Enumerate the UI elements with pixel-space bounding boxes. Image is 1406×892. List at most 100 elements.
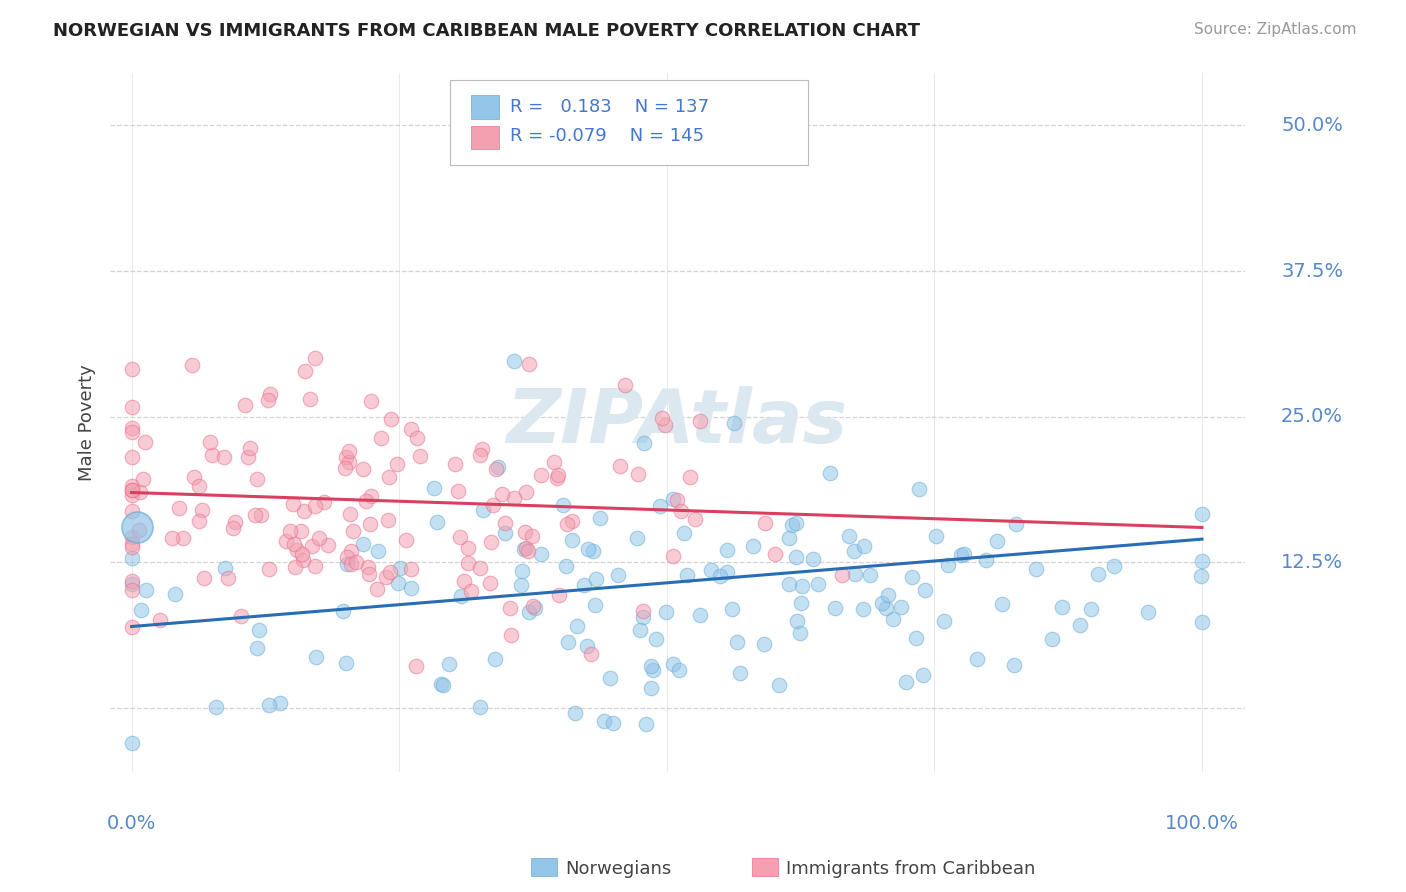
Point xyxy=(801,551,824,566)
Point xyxy=(121,540,143,554)
Point xyxy=(449,530,471,544)
Point xyxy=(986,534,1008,549)
Point xyxy=(298,392,321,407)
Point xyxy=(460,584,482,599)
Point xyxy=(380,411,402,425)
Point xyxy=(292,553,315,567)
Point xyxy=(359,517,381,532)
Point xyxy=(378,565,401,579)
Point xyxy=(121,537,143,551)
Point xyxy=(689,607,711,622)
Point xyxy=(222,521,245,535)
Point xyxy=(121,487,143,501)
Point xyxy=(336,557,359,571)
Point xyxy=(990,597,1012,611)
Point xyxy=(510,565,533,579)
Point xyxy=(654,417,676,432)
Point xyxy=(640,659,662,673)
Point xyxy=(257,698,280,713)
Point xyxy=(1191,507,1213,521)
Point xyxy=(453,574,475,588)
Point xyxy=(304,351,326,365)
Point xyxy=(838,529,860,543)
Point xyxy=(950,548,973,562)
Point xyxy=(785,550,807,565)
Point xyxy=(135,583,157,598)
Point xyxy=(172,532,194,546)
Point xyxy=(357,559,380,574)
Point xyxy=(499,601,522,615)
Point xyxy=(683,511,706,525)
Point xyxy=(388,561,411,575)
Point xyxy=(291,547,314,561)
Point xyxy=(294,364,316,378)
Point xyxy=(426,515,449,529)
Point xyxy=(554,559,576,574)
Point xyxy=(908,482,931,496)
Point xyxy=(676,568,699,582)
Point xyxy=(193,571,215,585)
Point xyxy=(121,400,143,414)
Point xyxy=(640,681,662,695)
Point xyxy=(478,576,501,591)
Point xyxy=(818,467,841,481)
Point xyxy=(367,544,389,558)
Point xyxy=(121,576,143,591)
Point xyxy=(662,549,685,563)
Point xyxy=(1191,554,1213,568)
Point xyxy=(936,558,959,573)
Text: 100.0%: 100.0% xyxy=(1166,814,1239,833)
Point xyxy=(292,504,315,518)
Point xyxy=(471,442,494,456)
Point xyxy=(520,529,543,543)
Text: 50.0%: 50.0% xyxy=(1281,116,1343,135)
Point xyxy=(366,582,388,596)
Point xyxy=(786,614,808,628)
Point xyxy=(468,700,491,714)
Point xyxy=(339,508,361,522)
Point xyxy=(914,582,936,597)
Text: 0.0%: 0.0% xyxy=(107,814,156,833)
Point xyxy=(281,497,304,511)
Point xyxy=(360,489,382,503)
Point xyxy=(515,485,537,500)
Point xyxy=(593,714,616,728)
Point xyxy=(564,706,586,720)
Point xyxy=(121,530,143,544)
Point xyxy=(432,678,454,692)
Point xyxy=(312,495,335,509)
Point xyxy=(304,558,326,573)
Point xyxy=(457,556,479,570)
Point xyxy=(129,485,152,500)
Point xyxy=(339,455,361,469)
Point xyxy=(807,576,830,591)
Point xyxy=(763,547,786,561)
Point xyxy=(250,508,273,522)
Point xyxy=(1087,567,1109,582)
Point xyxy=(555,516,578,531)
Point xyxy=(1191,615,1213,629)
Point xyxy=(284,560,307,574)
Point xyxy=(679,469,702,483)
Text: 12.5%: 12.5% xyxy=(1281,553,1343,572)
Point xyxy=(205,700,228,714)
Point xyxy=(633,436,655,450)
Point xyxy=(457,541,479,555)
Point xyxy=(340,544,363,558)
Point xyxy=(503,354,526,368)
Point xyxy=(405,431,427,445)
Point xyxy=(551,498,574,512)
Point xyxy=(901,570,924,584)
Point xyxy=(725,635,748,649)
Point xyxy=(516,544,538,558)
Point xyxy=(844,567,866,582)
Point xyxy=(233,398,256,412)
Point xyxy=(316,538,339,552)
Point xyxy=(121,479,143,493)
Point xyxy=(543,455,565,469)
Point xyxy=(360,394,382,409)
Point xyxy=(699,563,721,577)
Point xyxy=(163,586,186,600)
Point xyxy=(778,576,800,591)
Point xyxy=(491,486,513,500)
